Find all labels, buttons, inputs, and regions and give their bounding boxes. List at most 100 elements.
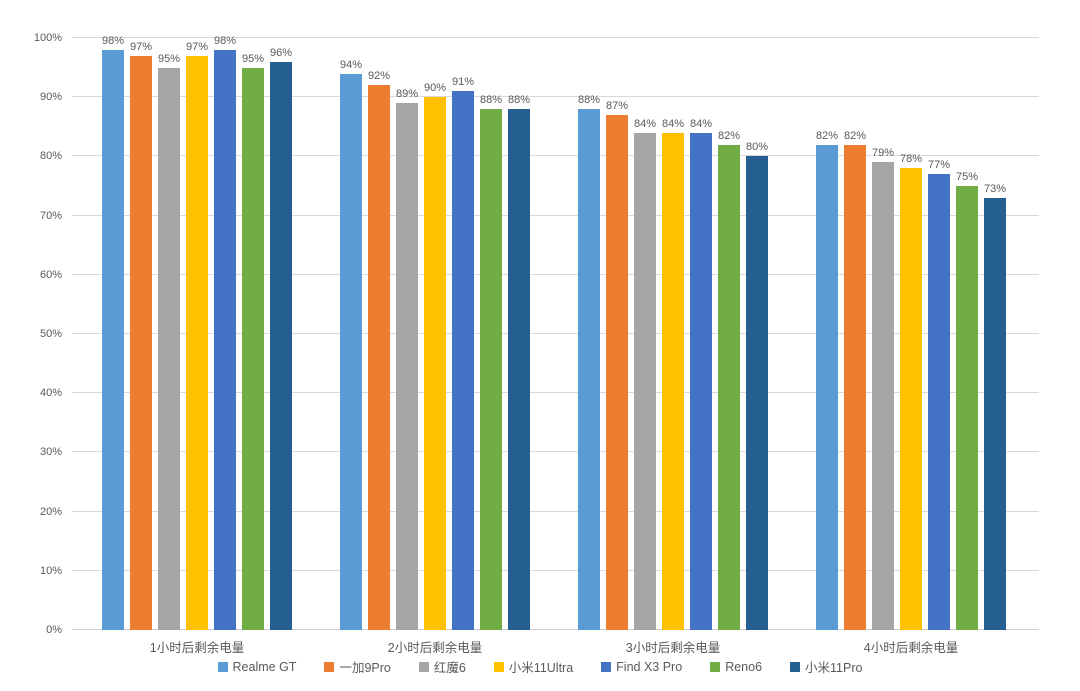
bar-value-label: 84% <box>633 117 657 130</box>
bar-5-group-4: 77% <box>928 159 950 630</box>
bar-value-label: 88% <box>507 94 531 107</box>
gridline <box>72 214 1039 216</box>
gridline <box>72 451 1039 453</box>
legend-item: 红魔6 <box>418 657 466 676</box>
gridline <box>72 37 1039 38</box>
bar-value-label: 90% <box>423 82 447 95</box>
y-tick-label: 100% <box>33 32 62 44</box>
y-tick-label: 40% <box>39 387 62 400</box>
bar-7-group-2: 88% <box>508 94 530 630</box>
gridline <box>72 273 1039 275</box>
gridline <box>72 155 1039 157</box>
legend-label: Find X3 Pro <box>616 659 683 674</box>
bar <box>872 162 894 630</box>
bar <box>844 144 866 630</box>
y-tick-label: 80% <box>39 150 62 163</box>
bar-value-label: 98% <box>101 34 125 47</box>
bar <box>984 197 1006 630</box>
gridline <box>72 510 1039 512</box>
gridline-layer <box>72 37 1039 630</box>
legend-swatch-icon <box>601 661 612 672</box>
legend-item: 一加9Pro <box>324 657 391 676</box>
bar <box>242 67 264 630</box>
bar-3-group-1: 95% <box>158 53 180 630</box>
bar-5-group-2: 91% <box>452 76 474 630</box>
bar-value-label: 82% <box>843 129 867 142</box>
legend-swatch-icon <box>790 661 801 672</box>
bar-3-group-2: 89% <box>396 88 418 630</box>
bar-6-group-4: 75% <box>956 171 978 630</box>
bar-value-label: 84% <box>661 117 685 130</box>
bar-1-group-1: 98% <box>102 35 124 630</box>
bar <box>900 168 922 630</box>
legend-label: 小米11Pro <box>805 661 863 675</box>
bar-value-label: 88% <box>479 94 503 107</box>
legend: Realme GT 一加9Pro 红魔6 小米11Ultra Find X3 Pro Re… <box>0 657 1080 676</box>
bar-value-label: 89% <box>395 88 419 101</box>
bar-value-label: 92% <box>367 70 391 83</box>
bar-value-label: 73% <box>983 182 1007 195</box>
gridline <box>72 333 1039 334</box>
bar-4-group-3: 84% <box>662 118 684 630</box>
bar-1-group-3: 88% <box>578 94 600 630</box>
x-axis: 1小时后剩余电量 2小时后剩余电量 3小时后剩余电量 4小时后剩余电量 <box>78 637 1030 656</box>
bar-value-label: 97% <box>129 40 153 53</box>
bar <box>480 109 502 630</box>
bar <box>606 114 628 630</box>
bar-value-label: 95% <box>157 52 181 65</box>
x-category-label: 2小时后剩余电量 <box>387 641 483 655</box>
bar-6-group-2: 88% <box>480 94 502 630</box>
legend-swatch-icon <box>324 661 335 672</box>
bar <box>508 109 530 630</box>
plot-area: 98% 97% 95% 97% 98% 95% 96% 94% 92% 89% 90% 91% 88% 8… <box>78 35 1030 630</box>
bar-value-label: 91% <box>451 76 475 89</box>
bar-7-group-3: 80% <box>746 141 768 630</box>
y-tick-label: 90% <box>39 91 62 104</box>
x-category-label: 4小时后剩余电量 <box>863 641 959 655</box>
bar-value-label: 97% <box>185 40 209 53</box>
bar-value-label: 78% <box>899 153 923 166</box>
bar <box>396 103 418 630</box>
bar <box>634 132 656 630</box>
bar <box>130 55 152 630</box>
bar-value-label: 95% <box>241 52 265 65</box>
gridline <box>72 569 1039 571</box>
legend-item: Realme GT <box>217 659 297 674</box>
x-category-label: 1小时后剩余电量 <box>149 641 245 655</box>
bar-value-label: 98% <box>213 34 237 47</box>
legend-swatch-icon <box>493 661 504 672</box>
y-tick-label: 30% <box>39 446 62 459</box>
bar <box>746 156 768 630</box>
bar-7-group-4: 73% <box>984 183 1006 630</box>
bar-value-label: 84% <box>689 117 713 130</box>
bar <box>186 55 208 630</box>
bar-6-group-3: 82% <box>718 130 740 630</box>
y-tick-label: 50% <box>39 328 62 340</box>
legend-item: Find X3 Pro <box>601 660 682 674</box>
legend-swatch-icon <box>710 661 721 672</box>
bar-value-label: 80% <box>745 141 769 154</box>
gridline <box>72 96 1039 98</box>
legend-label: 小米11Ultra <box>508 661 574 675</box>
legend-swatch-icon <box>418 661 429 672</box>
bar-4-group-1: 97% <box>186 41 208 630</box>
bar-5-group-1: 98% <box>214 35 236 630</box>
bar-value-label: 75% <box>955 171 979 183</box>
legend-item: 小米11Ultra <box>493 657 574 676</box>
bar <box>578 109 600 630</box>
bar-group: 88% 87% 84% 84% 84% 82% 80% <box>554 38 792 630</box>
bar-2-group-1: 97% <box>130 41 152 630</box>
bar-value-label: 88% <box>577 94 601 107</box>
bar <box>690 132 712 630</box>
bar <box>368 85 390 630</box>
bar-3-group-4: 79% <box>872 147 894 630</box>
bar-2-group-3: 87% <box>606 100 628 630</box>
bar <box>102 49 124 630</box>
legend-label: Realme GT <box>232 659 297 674</box>
bar-group: 94% 92% 89% 90% 91% 88% 88% <box>316 38 554 630</box>
bar-value-label: 94% <box>339 58 363 71</box>
bar <box>662 132 684 630</box>
bar-4-group-2: 90% <box>424 82 446 630</box>
bar-value-label: 87% <box>605 99 629 112</box>
